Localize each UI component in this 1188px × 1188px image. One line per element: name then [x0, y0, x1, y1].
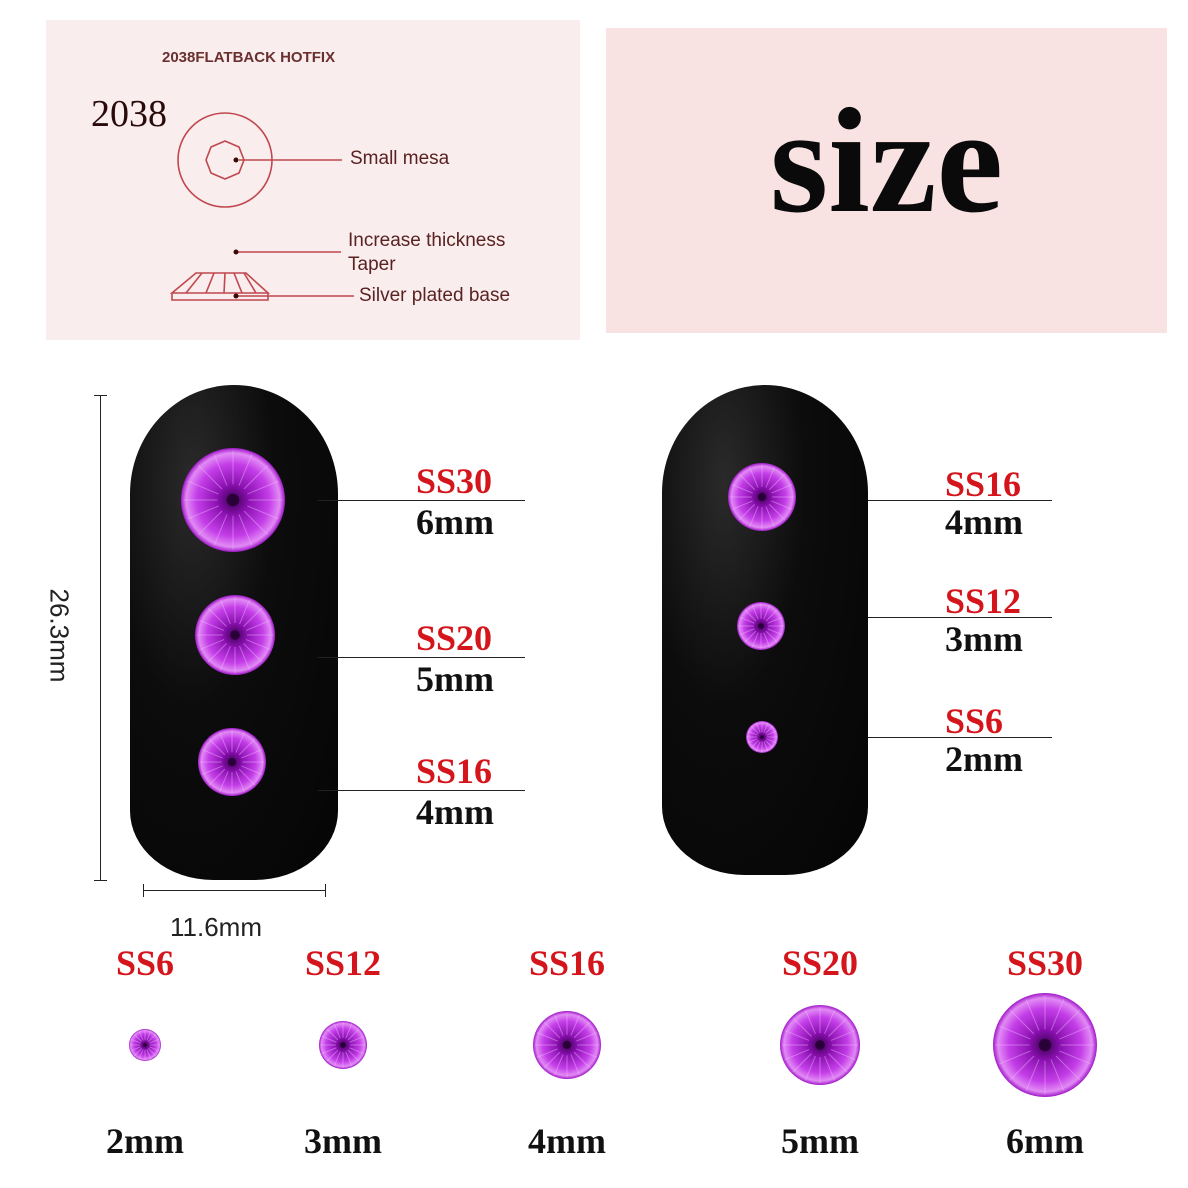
leader-line — [318, 657, 525, 658]
size-code: SS16 — [945, 464, 1022, 504]
rhinestone — [181, 448, 285, 552]
title-panel: size — [606, 28, 1167, 333]
size-mm: 4mm — [528, 1121, 606, 1161]
stone-diagram — [169, 112, 354, 301]
size-mm: 2mm — [945, 739, 1023, 779]
size-mm: 5mm — [781, 1121, 859, 1161]
label-taper: Taper — [348, 254, 396, 275]
size-mm: 5mm — [416, 659, 494, 699]
stone-structure-panel: 2038FLATBACK HOTFIX 2038 Small mesa Incr… — [46, 20, 580, 340]
rhinestone — [737, 602, 785, 650]
leader-line — [868, 737, 1052, 738]
size-code: SS6 — [115, 943, 175, 983]
rhinestone — [533, 1011, 601, 1079]
rhinestone — [195, 595, 275, 675]
leader-line — [318, 500, 525, 501]
model-number: 2038 — [91, 93, 167, 135]
rhinestone — [780, 1005, 860, 1085]
tick — [143, 884, 144, 897]
label-silver-plated-base: Silver plated base — [359, 285, 511, 306]
rhinestone — [129, 1029, 161, 1061]
size-code: SS16 — [416, 751, 493, 791]
height-label: 26.3mm — [44, 588, 75, 683]
size-mm: 3mm — [945, 619, 1023, 659]
rhinestone — [198, 728, 266, 796]
size-code: SS12 — [304, 943, 382, 983]
size-mm: 3mm — [304, 1121, 382, 1161]
height-dimension-line — [100, 395, 101, 880]
tick — [94, 395, 107, 396]
size-code: SS30 — [416, 461, 493, 501]
tick — [325, 884, 326, 897]
rhinestone — [746, 721, 778, 753]
size-mm: 4mm — [416, 792, 494, 832]
tick — [94, 880, 107, 881]
label-increase-thickness: Increase thickness — [348, 230, 506, 251]
size-mm: 2mm — [106, 1121, 184, 1161]
title: size — [769, 78, 1004, 244]
width-dimension-line — [143, 890, 326, 891]
size-code: SS16 — [528, 943, 606, 983]
leader-line — [318, 790, 525, 791]
label-small-mesa: Small mesa — [350, 148, 450, 169]
size-code: SS6 — [945, 701, 1004, 741]
leader-line — [868, 617, 1052, 618]
rhinestone — [728, 463, 796, 531]
size-code: SS20 — [416, 618, 493, 658]
diagram-header: 2038FLATBACK HOTFIX — [162, 49, 336, 66]
size-mm: 6mm — [416, 502, 494, 542]
size-code: SS30 — [1006, 943, 1084, 983]
width-label: 11.6mm — [170, 912, 262, 942]
size-code: SS20 — [781, 943, 859, 983]
size-mm: 4mm — [945, 502, 1023, 542]
rhinestone — [993, 993, 1097, 1097]
size-code: SS12 — [945, 581, 1022, 621]
rhinestone — [319, 1021, 367, 1069]
leader-line — [868, 500, 1052, 501]
size-mm: 6mm — [1006, 1121, 1084, 1161]
